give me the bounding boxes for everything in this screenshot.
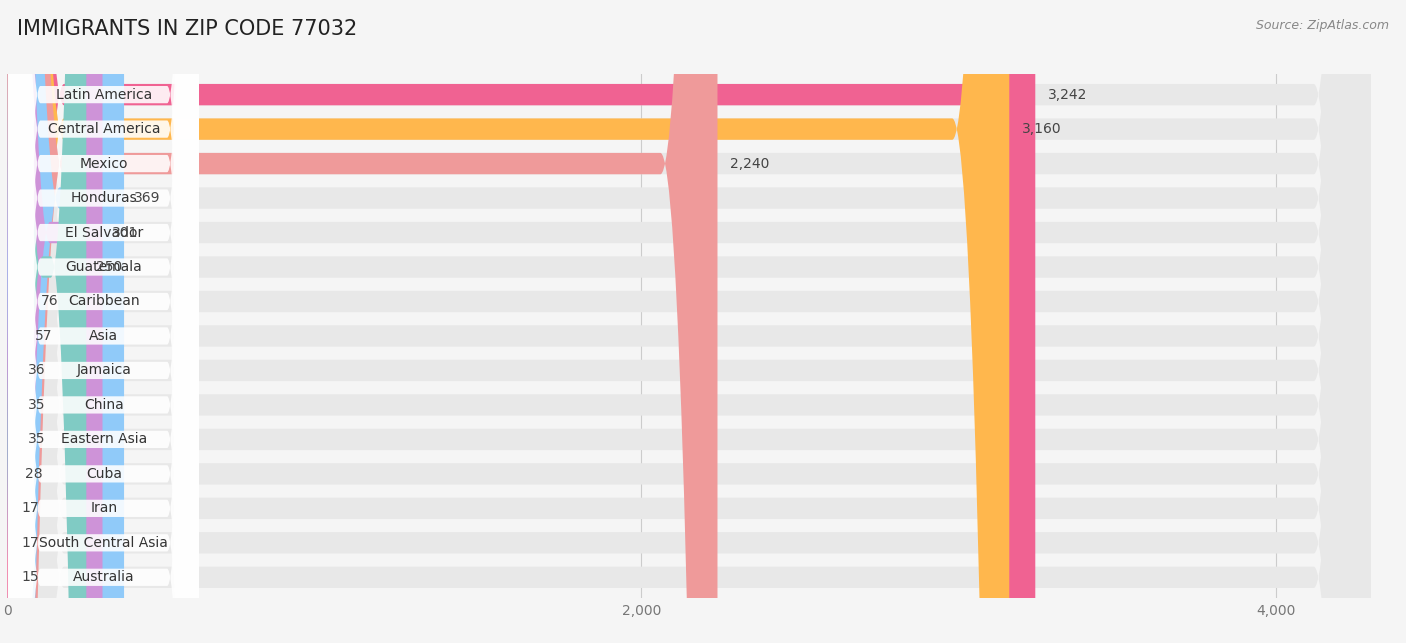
Text: 15: 15 bbox=[21, 570, 39, 584]
FancyBboxPatch shape bbox=[7, 0, 1371, 643]
FancyBboxPatch shape bbox=[8, 0, 198, 643]
Text: 36: 36 bbox=[28, 363, 45, 377]
Text: Source: ZipAtlas.com: Source: ZipAtlas.com bbox=[1256, 19, 1389, 32]
FancyBboxPatch shape bbox=[7, 0, 103, 643]
Text: Iran: Iran bbox=[90, 502, 117, 515]
FancyBboxPatch shape bbox=[8, 0, 198, 643]
Text: Australia: Australia bbox=[73, 570, 135, 584]
FancyBboxPatch shape bbox=[8, 0, 198, 643]
FancyBboxPatch shape bbox=[7, 0, 18, 643]
Text: 3,160: 3,160 bbox=[1022, 122, 1062, 136]
FancyBboxPatch shape bbox=[7, 0, 1010, 643]
FancyBboxPatch shape bbox=[7, 0, 1371, 643]
FancyBboxPatch shape bbox=[7, 0, 18, 643]
Text: 369: 369 bbox=[134, 191, 160, 205]
Text: Honduras: Honduras bbox=[70, 191, 138, 205]
Text: Guatemala: Guatemala bbox=[66, 260, 142, 274]
Text: Asia: Asia bbox=[89, 329, 118, 343]
FancyBboxPatch shape bbox=[7, 0, 124, 643]
Text: Cuba: Cuba bbox=[86, 467, 122, 481]
FancyBboxPatch shape bbox=[7, 0, 1371, 643]
Text: 57: 57 bbox=[35, 329, 52, 343]
FancyBboxPatch shape bbox=[8, 0, 198, 643]
FancyBboxPatch shape bbox=[8, 0, 198, 643]
FancyBboxPatch shape bbox=[7, 0, 1371, 643]
FancyBboxPatch shape bbox=[7, 0, 31, 643]
Text: 35: 35 bbox=[28, 398, 45, 412]
Text: El Salvador: El Salvador bbox=[65, 226, 143, 240]
FancyBboxPatch shape bbox=[7, 0, 1371, 643]
Text: IMMIGRANTS IN ZIP CODE 77032: IMMIGRANTS IN ZIP CODE 77032 bbox=[17, 19, 357, 39]
Text: 17: 17 bbox=[22, 502, 39, 515]
FancyBboxPatch shape bbox=[7, 0, 1371, 643]
FancyBboxPatch shape bbox=[7, 0, 1371, 643]
FancyBboxPatch shape bbox=[7, 0, 25, 643]
FancyBboxPatch shape bbox=[8, 0, 198, 643]
Text: 35: 35 bbox=[28, 432, 45, 446]
Text: 301: 301 bbox=[112, 226, 138, 240]
FancyBboxPatch shape bbox=[7, 356, 11, 643]
Text: 250: 250 bbox=[96, 260, 122, 274]
FancyBboxPatch shape bbox=[7, 0, 18, 643]
FancyBboxPatch shape bbox=[8, 0, 198, 643]
FancyBboxPatch shape bbox=[8, 0, 198, 643]
Text: Jamaica: Jamaica bbox=[76, 363, 131, 377]
Text: Latin America: Latin America bbox=[56, 87, 152, 102]
FancyBboxPatch shape bbox=[7, 0, 1371, 643]
FancyBboxPatch shape bbox=[7, 0, 1371, 643]
FancyBboxPatch shape bbox=[7, 0, 1371, 643]
FancyBboxPatch shape bbox=[7, 0, 717, 643]
FancyBboxPatch shape bbox=[8, 0, 198, 643]
FancyBboxPatch shape bbox=[7, 50, 15, 643]
FancyBboxPatch shape bbox=[8, 0, 198, 643]
FancyBboxPatch shape bbox=[8, 0, 198, 643]
FancyBboxPatch shape bbox=[7, 0, 86, 643]
FancyBboxPatch shape bbox=[7, 0, 1371, 643]
Text: 3,242: 3,242 bbox=[1047, 87, 1087, 102]
FancyBboxPatch shape bbox=[7, 290, 13, 643]
Text: 17: 17 bbox=[22, 536, 39, 550]
Text: Caribbean: Caribbean bbox=[67, 294, 139, 309]
FancyBboxPatch shape bbox=[7, 255, 13, 643]
FancyBboxPatch shape bbox=[8, 0, 198, 643]
Text: Eastern Asia: Eastern Asia bbox=[60, 432, 146, 446]
Text: 28: 28 bbox=[25, 467, 44, 481]
Text: Mexico: Mexico bbox=[80, 157, 128, 170]
FancyBboxPatch shape bbox=[7, 0, 1371, 643]
Text: Central America: Central America bbox=[48, 122, 160, 136]
FancyBboxPatch shape bbox=[7, 0, 1371, 643]
Text: China: China bbox=[84, 398, 124, 412]
FancyBboxPatch shape bbox=[8, 0, 198, 643]
Text: South Central Asia: South Central Asia bbox=[39, 536, 169, 550]
FancyBboxPatch shape bbox=[7, 0, 1371, 643]
FancyBboxPatch shape bbox=[8, 0, 198, 643]
FancyBboxPatch shape bbox=[8, 0, 198, 643]
FancyBboxPatch shape bbox=[7, 0, 1371, 643]
Text: 2,240: 2,240 bbox=[730, 157, 769, 170]
Text: 76: 76 bbox=[41, 294, 58, 309]
FancyBboxPatch shape bbox=[7, 0, 1035, 643]
